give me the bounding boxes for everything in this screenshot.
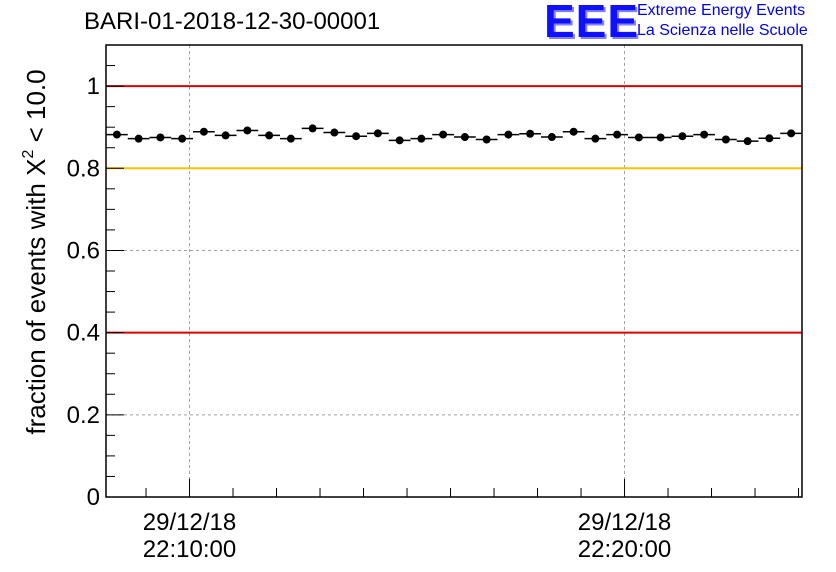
- data-point: [134, 134, 143, 143]
- data-point: [439, 130, 448, 139]
- data-point: [787, 129, 796, 138]
- data-point: [178, 134, 187, 143]
- data-point: [286, 134, 295, 143]
- chart-title: BARI-01-2018-12-30-00001: [84, 8, 381, 35]
- data-point: [700, 130, 709, 139]
- data-point: [395, 136, 404, 145]
- data-point: [613, 130, 622, 139]
- reference-lines: [106, 85, 802, 334]
- grid-layer: [106, 45, 802, 497]
- y-tick-label: 0.2: [67, 402, 100, 429]
- data-point: [634, 133, 643, 142]
- eee-logo-mark: EEE: [544, 0, 640, 47]
- data-point: [678, 132, 687, 141]
- data-point: [199, 127, 208, 136]
- data-point: [460, 133, 469, 142]
- x-tick-label-date: 29/12/18: [578, 509, 671, 536]
- data-point: [243, 126, 252, 135]
- data-point: [373, 129, 382, 138]
- eee-logo: EEE Extreme Energy Events La Scienza nel…: [540, 0, 830, 47]
- axes: 00.20.40.60.8129/12/1822:10:0029/12/1822…: [67, 44, 803, 563]
- x-tick-label-time: 22:20:00: [578, 536, 671, 563]
- data-point: [156, 133, 165, 142]
- plot-frame: [105, 44, 803, 498]
- data-point: [221, 131, 230, 140]
- data-point: [308, 124, 317, 133]
- data-point: [526, 129, 535, 138]
- data-point: [721, 135, 730, 144]
- data-point: [330, 128, 339, 137]
- data-point: [112, 130, 121, 139]
- data-point: [352, 132, 361, 141]
- data-point: [482, 135, 491, 144]
- logo-line-1: Extreme Energy Events: [637, 2, 806, 19]
- data-point: [591, 134, 600, 143]
- y-tick-label: 0.4: [67, 320, 100, 347]
- data-point: [656, 133, 665, 142]
- data-point: [504, 130, 513, 139]
- x-tick-label-date: 29/12/18: [143, 509, 236, 536]
- x-tick-label-time: 22:10:00: [143, 536, 236, 563]
- data-point: [265, 131, 274, 140]
- logo-line-2: La Scienza nelle Scuole: [637, 22, 808, 39]
- y-tick-label: 0: [87, 484, 100, 511]
- y-tick-label: 0.8: [67, 155, 100, 182]
- data-point: [547, 133, 556, 142]
- data-series: [106, 124, 802, 146]
- data-point: [765, 134, 774, 143]
- y-tick-label: 0.6: [67, 237, 100, 264]
- data-point: [569, 127, 578, 136]
- data-point: [743, 137, 752, 146]
- y-tick-label: 1: [87, 73, 100, 100]
- data-point: [417, 134, 426, 143]
